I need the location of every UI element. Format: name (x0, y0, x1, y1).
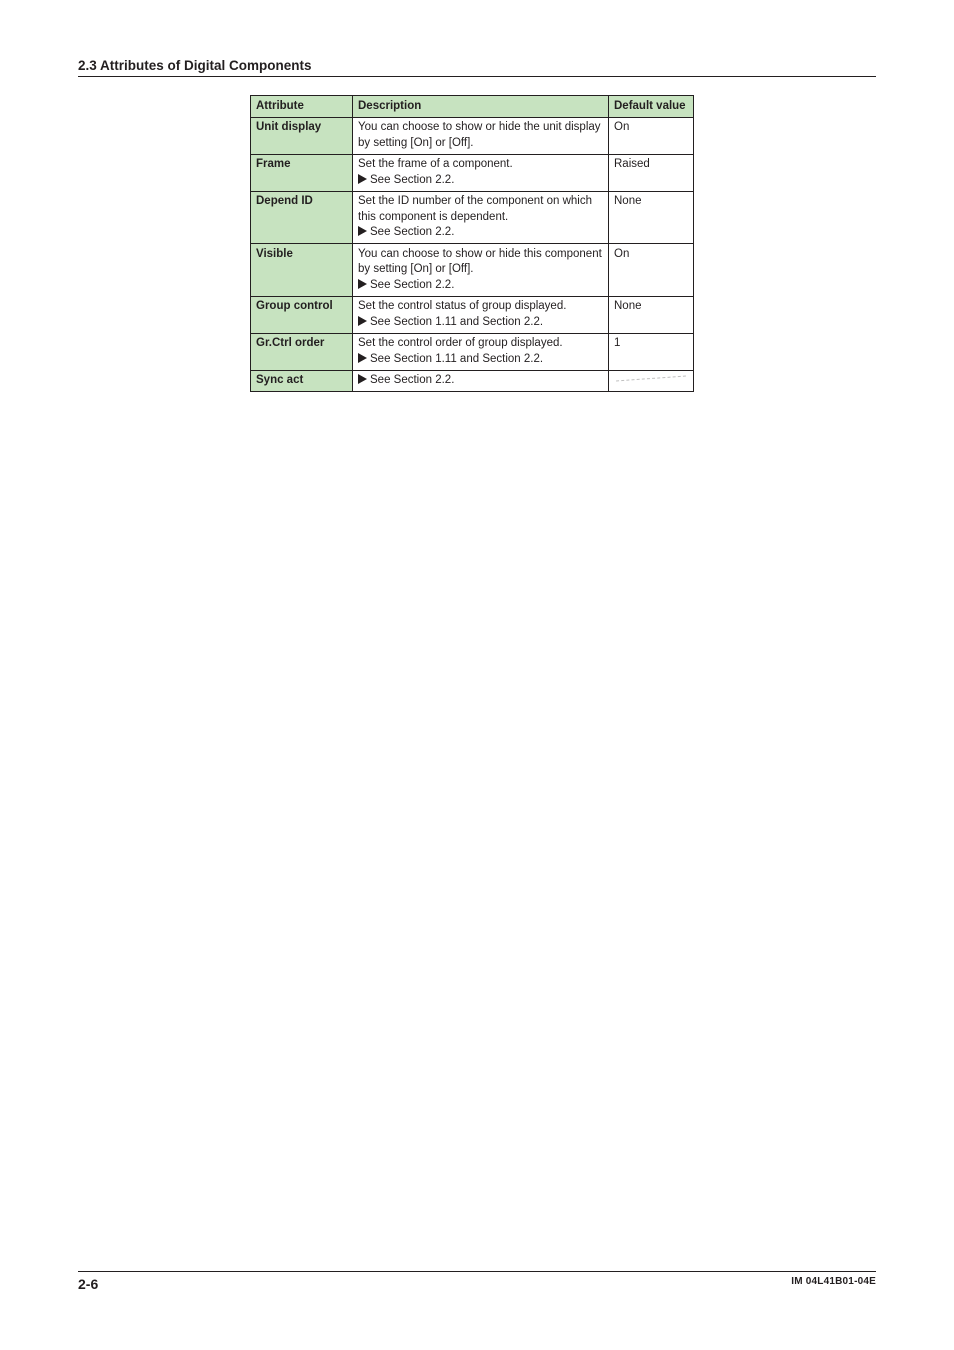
table-row: Depend ID Set the ID number of the compo… (251, 191, 694, 244)
desc-text: Set the control order of group displayed… (358, 336, 603, 352)
desc-cell: Set the ID number of the component on wh… (353, 191, 609, 244)
desc-text: Set the ID number of the component on wh… (358, 194, 603, 225)
ref-text: See Section 1.11 and Section 2.2. (370, 316, 543, 328)
default-cell (609, 370, 694, 392)
ref-text: See Section 2.2. (370, 374, 454, 386)
desc-text: Set the frame of a component. (358, 157, 603, 173)
page-footer: 2-6 IM 04L41B01-04E (78, 1271, 876, 1292)
triangle-icon (358, 374, 367, 384)
attr-cell: Visible (251, 244, 353, 297)
ref-text: See Section 2.2. (370, 174, 454, 186)
desc-cell: Set the control order of group displayed… (353, 333, 609, 370)
attr-cell: Frame (251, 154, 353, 191)
section-heading: 2.3 Attributes of Digital Components (78, 58, 876, 77)
desc-text: You can choose to show or hide the unit … (358, 120, 603, 151)
desc-cell: Set the frame of a component. See Sectio… (353, 154, 609, 191)
table-row: Sync act See Section 2.2. (251, 370, 694, 392)
see-ref: See Section 2.2. (358, 173, 603, 189)
see-ref: See Section 2.2. (358, 278, 603, 294)
attr-cell: Gr.Ctrl order (251, 333, 353, 370)
see-ref: See Section 2.2. (358, 373, 603, 389)
table-row: Unit display You can choose to show or h… (251, 117, 694, 154)
triangle-icon (358, 174, 367, 184)
ref-text: See Section 2.2. (370, 279, 454, 291)
attr-cell: Sync act (251, 370, 353, 392)
page: 2.3 Attributes of Digital Components Att… (0, 0, 954, 1350)
default-cell: None (609, 191, 694, 244)
desc-cell: See Section 2.2. (353, 370, 609, 392)
attributes-table: Attribute Description Default value Unit… (250, 95, 694, 392)
table-row: Group control Set the control status of … (251, 296, 694, 333)
default-cell: 1 (609, 333, 694, 370)
col-default-value: Default value (609, 96, 694, 118)
triangle-icon (358, 316, 367, 326)
col-attribute: Attribute (251, 96, 353, 118)
desc-text: Set the control status of group displaye… (358, 299, 603, 315)
triangle-icon (358, 279, 367, 289)
desc-text: You can choose to show or hide this comp… (358, 247, 603, 278)
desc-cell: Set the control status of group displaye… (353, 296, 609, 333)
attr-cell: Unit display (251, 117, 353, 154)
triangle-icon (358, 226, 367, 236)
ref-text: See Section 1.11 and Section 2.2. (370, 353, 543, 365)
table-header-row: Attribute Description Default value (251, 96, 694, 118)
attr-cell: Depend ID (251, 191, 353, 244)
attr-cell: Group control (251, 296, 353, 333)
see-ref: See Section 1.11 and Section 2.2. (358, 315, 603, 331)
default-cell: Raised (609, 154, 694, 191)
table-row: Gr.Ctrl order Set the control order of g… (251, 333, 694, 370)
table-row: Visible You can choose to show or hide t… (251, 244, 694, 297)
ref-text: See Section 2.2. (370, 226, 454, 238)
page-number: 2-6 (78, 1276, 98, 1292)
see-ref: See Section 1.11 and Section 2.2. (358, 352, 603, 368)
desc-cell: You can choose to show or hide this comp… (353, 244, 609, 297)
table-row: Frame Set the frame of a component. See … (251, 154, 694, 191)
desc-cell: You can choose to show or hide the unit … (353, 117, 609, 154)
default-cell: On (609, 117, 694, 154)
empty-default-dash (614, 373, 688, 383)
triangle-icon (358, 353, 367, 363)
attributes-table-wrap: Attribute Description Default value Unit… (250, 95, 694, 392)
see-ref: See Section 2.2. (358, 225, 603, 241)
default-cell: On (609, 244, 694, 297)
default-cell: None (609, 296, 694, 333)
doc-id: IM 04L41B01-04E (791, 1276, 876, 1287)
col-description: Description (353, 96, 609, 118)
